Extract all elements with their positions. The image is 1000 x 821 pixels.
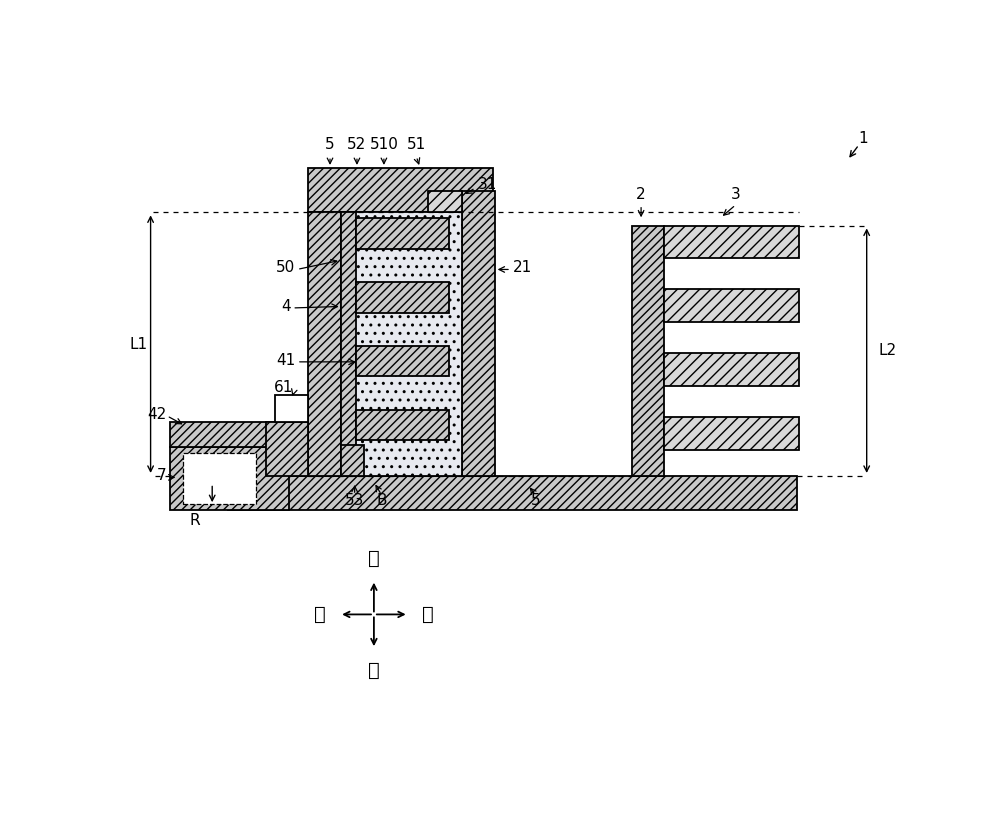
Bar: [664, 226, 799, 258]
Text: 41: 41: [276, 353, 295, 368]
Bar: [664, 353, 799, 386]
Bar: [308, 213, 341, 476]
Bar: [356, 282, 449, 313]
Text: 31: 31: [478, 177, 497, 192]
Bar: [170, 422, 308, 447]
Bar: [356, 410, 449, 440]
Bar: [664, 290, 799, 322]
Bar: [170, 447, 289, 511]
Text: 4: 4: [281, 299, 291, 314]
Bar: [341, 213, 356, 476]
Text: 1: 1: [858, 131, 868, 146]
Bar: [462, 191, 495, 476]
Bar: [356, 346, 449, 377]
Bar: [266, 422, 308, 476]
Text: 上: 上: [368, 549, 380, 568]
Text: L1: L1: [130, 337, 148, 351]
Text: 3: 3: [731, 187, 741, 203]
Text: 50: 50: [276, 260, 295, 275]
Text: B: B: [376, 493, 387, 507]
Bar: [356, 218, 449, 249]
Text: 2: 2: [636, 187, 646, 203]
Text: 52: 52: [347, 137, 367, 153]
Bar: [341, 445, 364, 476]
Text: 5: 5: [325, 137, 335, 153]
Text: R: R: [190, 513, 201, 528]
Text: 51: 51: [407, 137, 426, 153]
Bar: [275, 395, 308, 422]
Text: 510: 510: [369, 137, 398, 153]
Text: 42: 42: [147, 406, 166, 422]
Text: 后: 后: [314, 605, 325, 624]
Bar: [632, 226, 664, 476]
Text: 53: 53: [345, 493, 364, 507]
Text: 61: 61: [274, 380, 293, 395]
Text: 5: 5: [531, 493, 540, 507]
Bar: [341, 213, 462, 476]
Text: 下: 下: [368, 661, 380, 680]
Text: 7: 7: [156, 468, 166, 484]
Bar: [308, 167, 493, 213]
Bar: [428, 191, 462, 213]
Text: 21: 21: [512, 260, 532, 275]
Text: L2: L2: [878, 343, 896, 358]
Bar: [664, 417, 799, 450]
Bar: [228, 476, 797, 511]
Bar: [183, 453, 256, 503]
Text: 前: 前: [422, 605, 434, 624]
